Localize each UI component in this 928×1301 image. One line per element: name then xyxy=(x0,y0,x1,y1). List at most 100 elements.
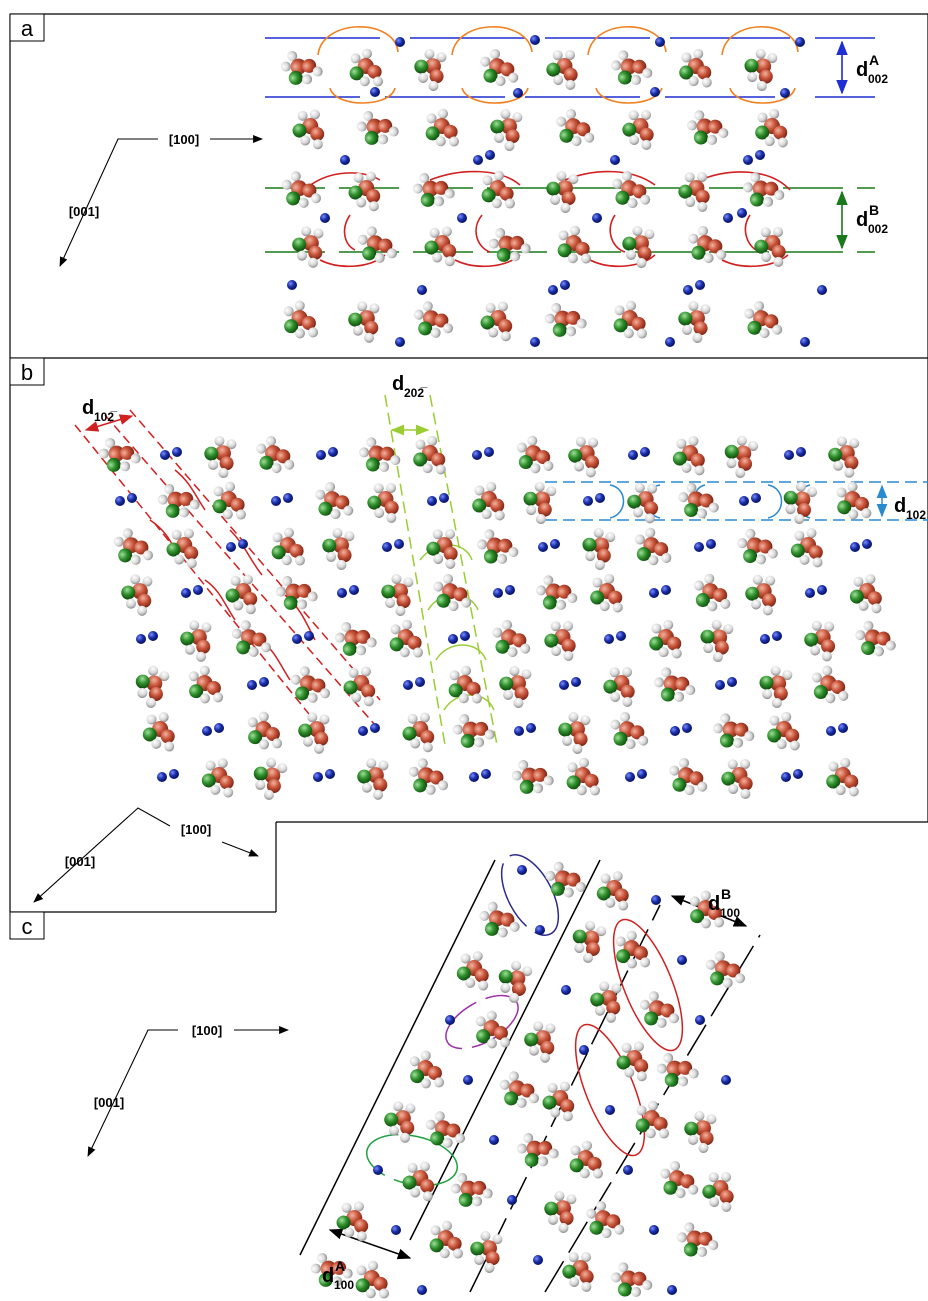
ion xyxy=(463,1075,473,1085)
molecule xyxy=(849,615,898,665)
molecule xyxy=(707,707,757,757)
ion xyxy=(737,208,747,218)
molecule xyxy=(174,615,219,664)
molecule xyxy=(275,44,325,94)
ion xyxy=(760,634,770,644)
atom xyxy=(470,1194,484,1208)
atom xyxy=(564,79,576,91)
atom xyxy=(578,757,589,768)
ion xyxy=(526,723,536,733)
ion xyxy=(193,585,203,595)
atom xyxy=(477,909,491,923)
ion xyxy=(202,726,212,736)
molecule xyxy=(693,614,741,664)
atom xyxy=(416,71,430,85)
ion xyxy=(448,634,458,644)
ion xyxy=(605,1105,615,1115)
atom xyxy=(501,688,515,702)
atom xyxy=(621,696,633,708)
atom xyxy=(572,941,586,955)
panel-label: c xyxy=(22,914,33,939)
ion xyxy=(530,35,540,45)
axes-c xyxy=(88,1030,288,1156)
ion xyxy=(583,496,593,506)
molecule xyxy=(479,169,516,212)
ion xyxy=(148,631,158,641)
atom xyxy=(367,1260,378,1271)
panel-label: a xyxy=(21,16,34,41)
spacing-subscript: 100 xyxy=(720,906,740,920)
ion xyxy=(283,493,293,503)
molecule xyxy=(428,570,473,619)
molecule xyxy=(456,950,490,991)
atom xyxy=(604,574,615,585)
spacing-subscript: 100 xyxy=(334,1278,354,1292)
spacing-symbol: d xyxy=(856,59,868,81)
ion xyxy=(800,337,810,347)
atom xyxy=(300,72,314,86)
molecule xyxy=(475,45,520,94)
molecule xyxy=(290,107,327,150)
atom xyxy=(769,109,780,120)
molecule xyxy=(310,478,355,527)
ion xyxy=(415,677,425,687)
atom xyxy=(625,300,636,311)
atom xyxy=(531,781,545,795)
ion xyxy=(395,37,405,47)
figure: a b c [100] [001] [100] [001] [100] [001… xyxy=(0,0,928,1301)
axes-a xyxy=(60,139,262,266)
molecule xyxy=(630,524,673,571)
molecule xyxy=(611,299,648,342)
molecule xyxy=(115,569,160,618)
ion xyxy=(650,87,660,97)
atom xyxy=(253,778,267,792)
molecule xyxy=(353,1259,390,1301)
atom xyxy=(135,686,149,700)
ion xyxy=(595,493,605,503)
atom xyxy=(693,49,704,60)
atom xyxy=(536,1154,550,1168)
atom xyxy=(324,550,338,564)
molecule xyxy=(374,568,421,618)
ion xyxy=(316,450,326,460)
spacing-superscript: B xyxy=(721,886,731,902)
molecule xyxy=(683,222,728,271)
molecule xyxy=(492,660,539,710)
ion xyxy=(628,450,638,460)
molecules xyxy=(93,35,898,1301)
ion xyxy=(484,447,494,457)
ion xyxy=(655,37,665,47)
molecule xyxy=(490,955,540,1005)
atom xyxy=(580,1281,592,1293)
molecule xyxy=(408,296,455,346)
ion xyxy=(160,450,170,460)
spacing-symbol: d xyxy=(322,1265,334,1287)
atom xyxy=(258,711,270,723)
molecule xyxy=(506,753,556,803)
molecule xyxy=(251,432,296,481)
ion xyxy=(460,631,470,641)
molecule xyxy=(423,525,463,570)
molecule xyxy=(226,615,273,665)
molecule xyxy=(315,522,362,572)
atom xyxy=(696,201,708,213)
ion xyxy=(772,631,782,641)
atom xyxy=(401,619,412,630)
ion xyxy=(391,1225,401,1235)
molecule xyxy=(754,108,788,149)
atom xyxy=(688,436,698,446)
atom xyxy=(486,482,497,493)
ion xyxy=(157,772,167,782)
ion xyxy=(637,769,647,779)
ion xyxy=(682,723,692,733)
molecule xyxy=(700,946,747,996)
molecule xyxy=(716,430,765,480)
atom xyxy=(865,574,875,584)
ion xyxy=(862,539,872,549)
molecule xyxy=(564,432,606,479)
molecule xyxy=(184,663,224,708)
molecule xyxy=(201,757,235,798)
molecule xyxy=(108,523,155,573)
axis-label: [100] xyxy=(192,1023,222,1038)
molecule xyxy=(825,757,859,798)
